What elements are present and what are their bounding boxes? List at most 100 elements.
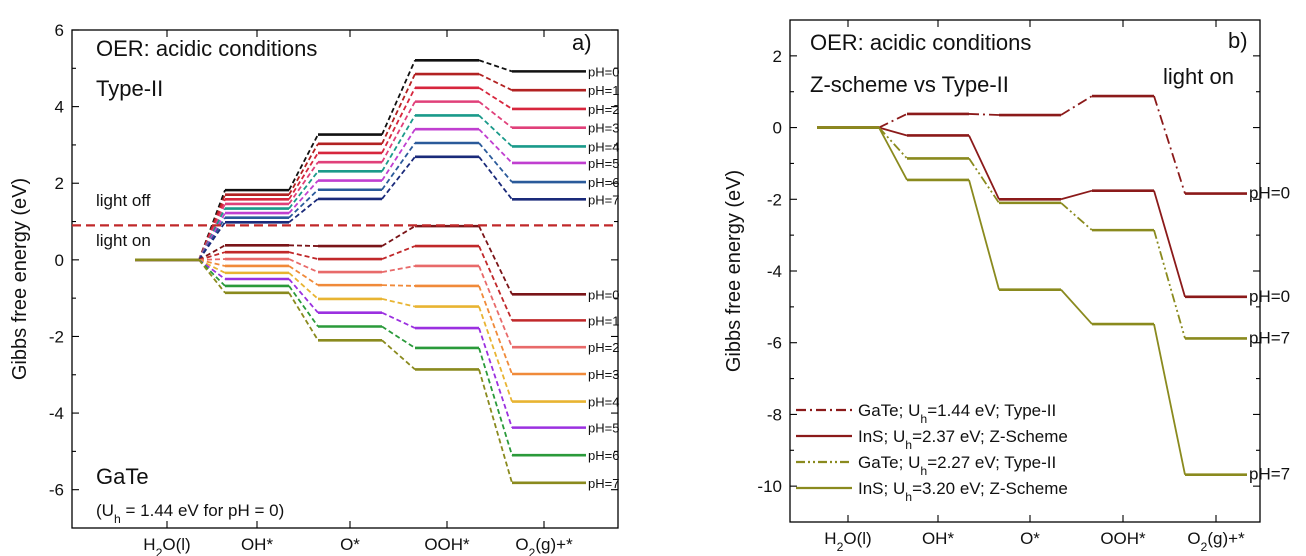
y-tick-label: -4 bbox=[49, 404, 64, 423]
x-tick-label: H2O(l) bbox=[143, 535, 190, 556]
ph-label: pH=3 bbox=[588, 121, 619, 136]
connector-1 bbox=[198, 244, 226, 261]
connector-3 bbox=[381, 284, 416, 287]
connector-4 bbox=[478, 285, 513, 375]
series-3-ph-7: pH=7 bbox=[817, 126, 1290, 484]
chart-title: OER: acidic conditions bbox=[810, 30, 1031, 55]
y-tick-label: -6 bbox=[767, 334, 782, 353]
connector-2 bbox=[288, 161, 319, 205]
y-tick-label: -4 bbox=[767, 262, 782, 281]
ph-label: pH=4 bbox=[588, 395, 619, 410]
ph-label: pH=4 bbox=[588, 139, 619, 154]
connector-4 bbox=[478, 265, 513, 348]
series-1-ph-1: pH=1 bbox=[135, 72, 619, 262]
connector-1 bbox=[878, 126, 908, 160]
light-off-label: light off bbox=[96, 191, 151, 210]
connector-1 bbox=[198, 259, 226, 294]
y-axis: -6 -4 -2 0 2 4 6 bbox=[49, 21, 618, 500]
ph-label: pH=2 bbox=[588, 340, 619, 355]
y-tick-label: -2 bbox=[49, 327, 64, 346]
connector-4 bbox=[478, 128, 513, 164]
connector-4 bbox=[478, 59, 513, 73]
x-tick-label: O* bbox=[340, 535, 360, 554]
x-tick-label: OH* bbox=[922, 529, 955, 548]
connector-2 bbox=[288, 272, 319, 300]
connector-4 bbox=[478, 100, 513, 129]
legend-entry: InS; Uh=2.37 eV; Z-Scheme bbox=[858, 427, 1068, 452]
chart-panel-a: -6 -4 -2 0 2 4 6 Gibbs free energy (eV) H2O(l) OH… bbox=[9, 21, 619, 556]
y-tick-label: -2 bbox=[767, 190, 782, 209]
chart-subtitle: Z-scheme vs Type-II bbox=[810, 72, 1009, 97]
connector-4 bbox=[478, 245, 513, 321]
connector-2 bbox=[288, 285, 319, 328]
uh-note: (Uh = 1.44 eV for pH = 0) bbox=[96, 501, 284, 526]
connector-2 bbox=[288, 152, 319, 200]
ph-label: pH=0 bbox=[588, 287, 619, 302]
panel-label: a) bbox=[572, 30, 592, 55]
legend-entry: GaTe; Uh=2.27 eV; Type-II bbox=[858, 453, 1056, 478]
y-tick-label: 6 bbox=[55, 21, 64, 40]
ph-label: pH=2 bbox=[588, 102, 619, 117]
ph-label: pH=0 bbox=[588, 64, 619, 79]
series-5-ph-5: pH=5 bbox=[135, 127, 619, 262]
connector-4 bbox=[478, 142, 513, 183]
series-9-ph-1: pH=1 bbox=[135, 244, 619, 328]
connector-2 bbox=[288, 143, 319, 196]
connector-3 bbox=[381, 156, 416, 200]
connector-4 bbox=[478, 327, 513, 428]
connector-3 bbox=[381, 73, 416, 145]
y-tick-label: 4 bbox=[55, 98, 64, 117]
connector-4 bbox=[478, 306, 513, 402]
ph-label: pH=0 bbox=[1249, 184, 1290, 203]
connector-2 bbox=[288, 258, 319, 273]
connector-3 bbox=[381, 128, 416, 182]
ph-label: pH=5 bbox=[588, 156, 619, 171]
y-tick-label: 2 bbox=[773, 47, 782, 66]
chart-subtitle: Type-II bbox=[96, 76, 163, 101]
connector-4 bbox=[478, 73, 513, 91]
x-axis: H2O(l) OH* O* OOH* O2(g)+* bbox=[143, 30, 573, 556]
connector-2 bbox=[288, 198, 319, 224]
connector-2 bbox=[288, 134, 319, 191]
series-0-ph-0: pH=0 bbox=[817, 94, 1290, 203]
connector-1 bbox=[198, 258, 226, 267]
connector-1 bbox=[878, 113, 908, 129]
legend-entry: GaTe; Uh=1.44 eV; Type-II bbox=[858, 401, 1056, 426]
y-axis-label: Gibbs free energy (eV) bbox=[723, 170, 745, 372]
connector-3 bbox=[381, 311, 416, 329]
panel-label: b) bbox=[1228, 28, 1248, 53]
connector-3 bbox=[381, 225, 416, 247]
connector-1 bbox=[198, 259, 226, 280]
connector-4 bbox=[478, 114, 513, 148]
ph-label: pH=1 bbox=[588, 313, 619, 328]
ph-label: pH=0 bbox=[1249, 287, 1290, 306]
ph-label: pH=6 bbox=[588, 175, 619, 190]
chart-title: OER: acidic conditions bbox=[96, 36, 317, 61]
x-axis: H2O(l) OH* O* OOH* O2(g)+* bbox=[824, 20, 1245, 554]
connector-2 bbox=[968, 179, 1000, 290]
light-on-label: light on bbox=[1163, 64, 1234, 89]
connector-4 bbox=[1153, 323, 1186, 475]
connector-1 bbox=[878, 126, 908, 137]
y-tick-label: -6 bbox=[49, 481, 64, 500]
connector-1 bbox=[198, 258, 226, 261]
legend-entry: InS; Uh=3.20 eV; Z-Scheme bbox=[858, 479, 1068, 504]
connector-4 bbox=[478, 156, 513, 200]
light-on-label: light on bbox=[96, 231, 151, 250]
ph-label: pH=5 bbox=[588, 421, 619, 436]
connector-3 bbox=[381, 339, 416, 371]
connector-3 bbox=[1060, 289, 1093, 325]
connector-3 bbox=[381, 59, 416, 135]
connector-2 bbox=[288, 189, 319, 219]
x-tick-label: H2O(l) bbox=[824, 529, 871, 554]
connector-3 bbox=[381, 245, 416, 260]
material-label: GaTe bbox=[96, 464, 149, 489]
y-tick-label: 0 bbox=[55, 251, 64, 270]
connector-4 bbox=[478, 347, 513, 456]
connector-2 bbox=[968, 135, 1000, 200]
ph-label: pH=6 bbox=[588, 448, 619, 463]
connector-3 bbox=[381, 101, 416, 163]
x-tick-label: OOH* bbox=[1100, 529, 1146, 548]
x-tick-label: O* bbox=[1020, 529, 1040, 548]
